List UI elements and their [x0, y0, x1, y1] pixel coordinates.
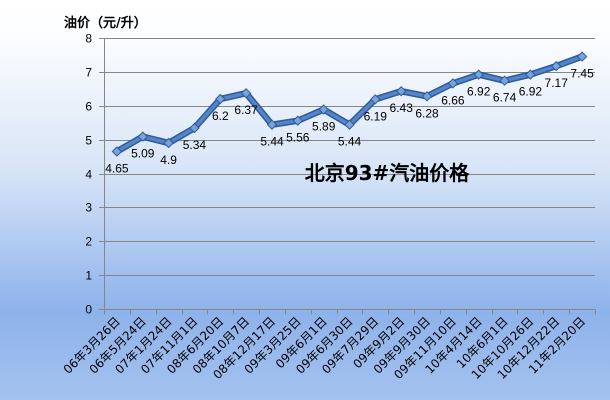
- data-label: 6.28: [415, 106, 439, 120]
- data-label: 6.66: [441, 93, 465, 107]
- data-label: 4.9: [160, 153, 177, 167]
- data-point: [473, 69, 484, 80]
- data-point: [111, 146, 123, 157]
- data-point: [344, 119, 355, 130]
- data-label: 5.56: [286, 131, 310, 145]
- data-label: 6.92: [519, 85, 543, 99]
- y-tick-label: 6: [85, 100, 92, 114]
- chart-title: 北京93#汽油价格: [305, 161, 471, 185]
- data-point: [576, 51, 588, 62]
- data-point: [447, 78, 459, 89]
- data-point: [421, 91, 433, 102]
- data-label: 5.34: [183, 138, 207, 152]
- data-label: 6.37: [234, 103, 258, 117]
- data-point: [189, 122, 200, 134]
- data-label: 5.89: [312, 120, 336, 134]
- data-label: 6.92: [467, 85, 491, 99]
- data-point: [318, 104, 329, 115]
- data-point: [395, 85, 407, 97]
- data-point: [370, 94, 381, 105]
- y-tick-label: 7: [85, 66, 92, 80]
- x-tick-labels: 06年3月26日06年5月24日07年1月24日07年11月1日08年6月20日…: [61, 314, 589, 382]
- gridlines: [104, 38, 595, 310]
- data-label: 6.19: [364, 109, 388, 123]
- y-tick-label: 5: [85, 134, 92, 148]
- data-point: [525, 69, 536, 80]
- y-tick-label: 1: [85, 269, 92, 283]
- y-tick-label: 4: [85, 168, 92, 182]
- data-point: [137, 131, 149, 142]
- data-labels: 4.655.09 4.95.346.2 6.375.44 5.565.895.446.…: [105, 67, 594, 176]
- y-tick-label: 3: [85, 201, 92, 215]
- y-axis-title: 油价（元/升）: [64, 15, 147, 31]
- data-point: [266, 119, 278, 130]
- data-point: [499, 75, 510, 86]
- data-label: 6.2: [212, 109, 229, 123]
- y-tick-label: 0: [85, 303, 92, 317]
- series-group: [111, 51, 588, 157]
- y-tick-label: 8: [85, 32, 92, 46]
- data-label: 5.44: [260, 135, 284, 149]
- axes: [99, 38, 596, 315]
- data-label: 5.44: [338, 135, 362, 149]
- data-point: [215, 93, 226, 105]
- data-label: 4.65: [105, 162, 129, 176]
- data-point: [550, 60, 562, 72]
- data-point: [292, 115, 304, 126]
- data-label: 6.74: [493, 91, 517, 105]
- y-tick-labels: 0 1 2 3 4 5 6 7 8: [85, 32, 92, 317]
- data-point: [240, 87, 252, 99]
- data-label: 7.45: [570, 67, 594, 81]
- data-label: 5.09: [131, 147, 155, 161]
- data-label: 7.17: [545, 76, 569, 90]
- data-label: 6.43: [390, 101, 414, 115]
- y-tick-label: 2: [85, 235, 92, 249]
- data-point: [163, 137, 174, 149]
